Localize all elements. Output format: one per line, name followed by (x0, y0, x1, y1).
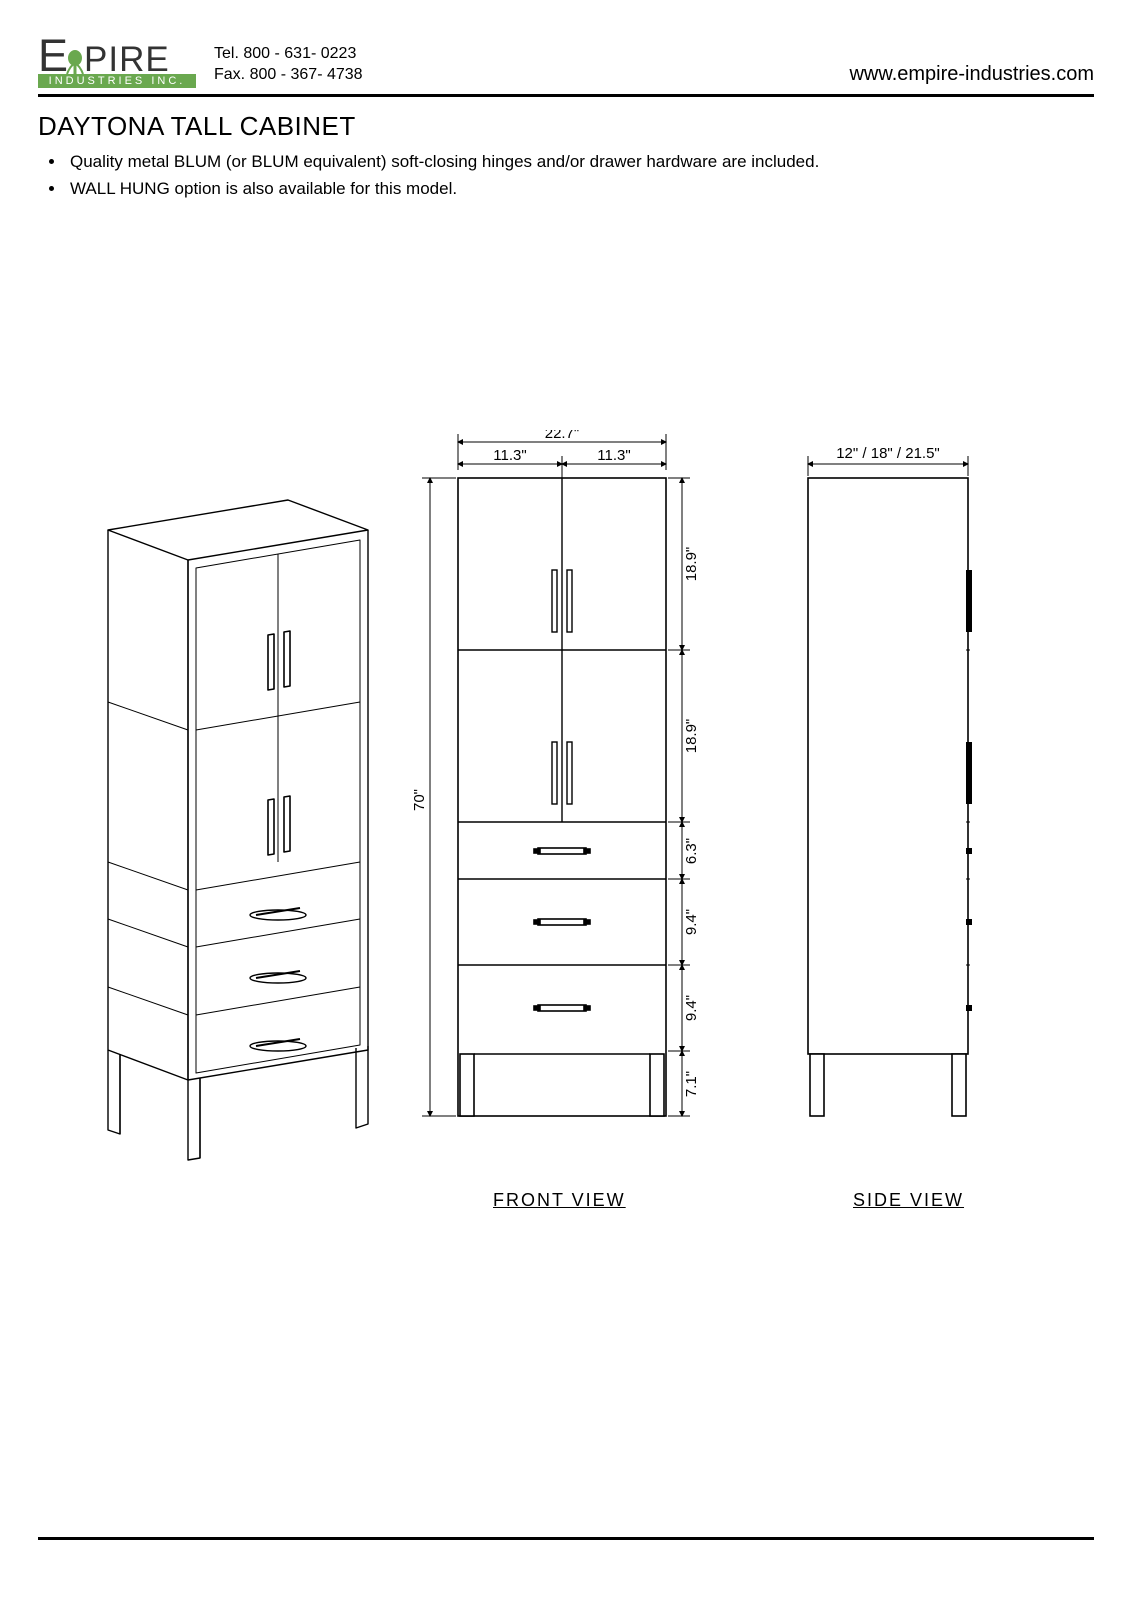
product-title: DAYTONA TALL CABINET (38, 111, 1094, 142)
svg-text:11.3": 11.3" (597, 447, 630, 464)
svg-text:9.4": 9.4" (683, 909, 700, 935)
company-logo: E PIRE INDUSTRIES INC. (38, 38, 196, 88)
svg-text:18.9": 18.9" (683, 719, 700, 754)
logo-letter-e: E (38, 38, 66, 74)
svg-text:70": 70" (411, 789, 428, 811)
contact-block: Tel. 800 - 631- 0223 Fax. 800 - 367- 473… (214, 43, 363, 88)
tel-number: 800 - 631- 0223 (243, 45, 356, 62)
feature-list: Quality metal BLUM (or BLUM equivalent) … (66, 148, 1094, 202)
page-header: E PIRE INDUSTRIES INC. Tel. (38, 38, 1094, 97)
svg-text:11.3": 11.3" (493, 447, 526, 464)
logo-subtext: INDUSTRIES INC. (38, 74, 196, 88)
technical-drawings: 22.7" 11.3" 11.3" (38, 430, 1094, 1190)
tel-label: Tel. (214, 45, 239, 62)
header-left: E PIRE INDUSTRIES INC. Tel. (38, 38, 363, 88)
feature-item: WALL HUNG option is also available for t… (66, 175, 1094, 202)
leaf-icon (64, 50, 86, 76)
website-url: www.empire-industries.com (849, 63, 1094, 88)
svg-text:7.1": 7.1" (683, 1071, 700, 1097)
svg-text:12" / 18" / 21.5": 12" / 18" / 21.5" (836, 445, 940, 462)
side-view-label: SIDE VIEW (853, 1190, 964, 1211)
svg-text:6.3": 6.3" (683, 838, 700, 864)
fax-number: 800 - 367- 4738 (250, 66, 363, 83)
front-view-label: FRONT VIEW (493, 1190, 626, 1211)
svg-text:22.7": 22.7" (545, 430, 580, 442)
svg-text:18.9": 18.9" (683, 547, 700, 582)
svg-text:9.4": 9.4" (683, 995, 700, 1021)
feature-item: Quality metal BLUM (or BLUM equivalent) … (66, 148, 1094, 175)
logo-text-pire: PIRE (84, 46, 170, 74)
footer-divider (38, 1537, 1094, 1540)
fax-label: Fax. (214, 66, 245, 83)
